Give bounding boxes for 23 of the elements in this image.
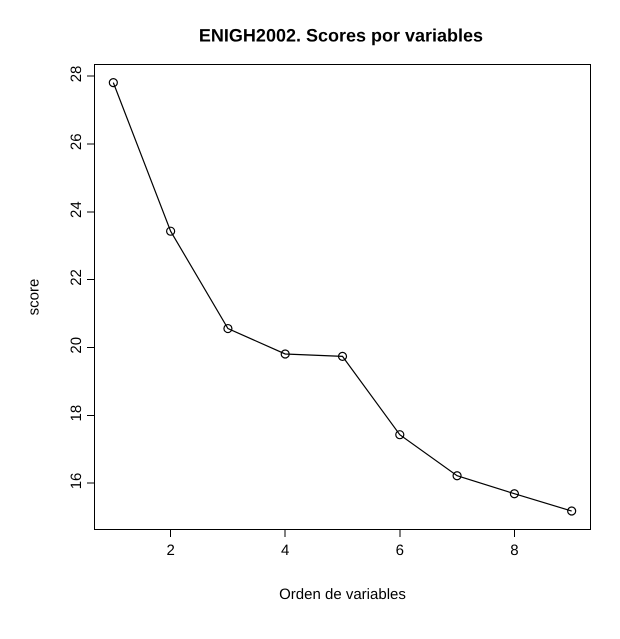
y-tick-label: 26 (68, 133, 85, 150)
y-tick-label: 22 (68, 269, 85, 286)
y-axis-title: score (25, 278, 42, 316)
point (510, 489, 519, 498)
x-tick-label: 6 (396, 542, 404, 559)
point (567, 506, 576, 516)
x-tick-label: 8 (510, 542, 519, 559)
y-tick-label: 18 (68, 404, 85, 422)
point (338, 352, 348, 361)
point (166, 226, 176, 236)
point (223, 324, 233, 334)
point (280, 349, 290, 359)
point (452, 471, 462, 480)
point (108, 78, 118, 88)
y-tick-label: 16 (68, 472, 85, 490)
y-tick-label: 20 (68, 336, 85, 354)
point (395, 430, 404, 440)
y-tick-label: 28 (68, 66, 85, 82)
x-axis-title: Orden de variables (279, 586, 406, 603)
x-tick-label: 2 (166, 542, 175, 559)
chart-title: ENIGH2002. Scores por variables (198, 25, 484, 46)
x-tick-label: 4 (281, 542, 290, 559)
y-tick-label: 24 (68, 201, 85, 218)
